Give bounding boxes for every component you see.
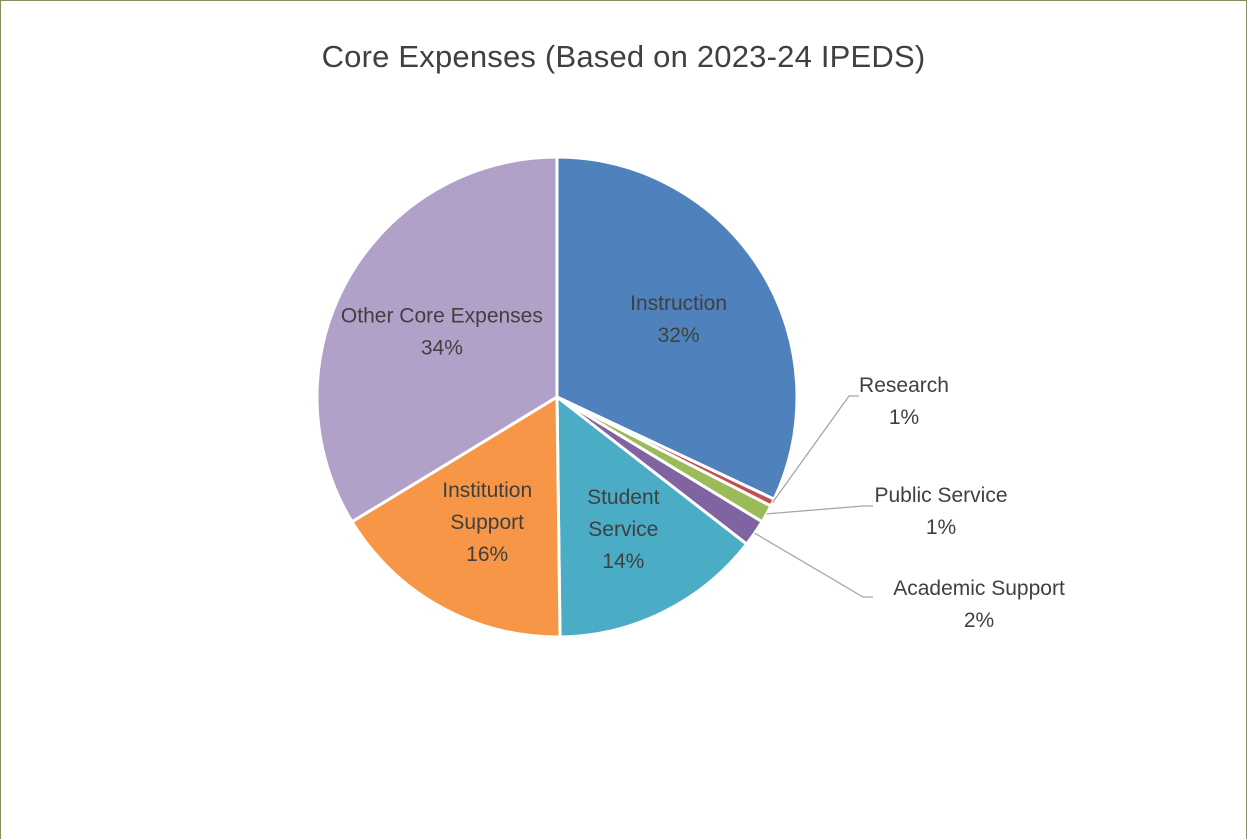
data-label-category: Student bbox=[587, 486, 660, 509]
data-label-institution-support: Institution Support 16% bbox=[442, 479, 532, 566]
data-label-category: Service bbox=[588, 518, 658, 541]
data-label-public-service: Public Service 1% bbox=[874, 484, 1007, 539]
data-label-percent: 1% bbox=[889, 406, 919, 429]
pie-slice-instruction bbox=[555, 155, 799, 501]
data-label-category: Research bbox=[859, 374, 949, 397]
data-label-percent: 14% bbox=[602, 550, 644, 573]
data-label-category: Academic Support bbox=[893, 577, 1065, 600]
leader-line-research bbox=[771, 395, 859, 503]
data-label-category: Instruction bbox=[630, 291, 727, 314]
pie-slice-institution-support bbox=[350, 395, 562, 639]
pie-slice-other-core-expenses bbox=[315, 155, 559, 524]
data-label-percent: 2% bbox=[964, 609, 994, 632]
data-label-other-core-expenses: Other Core Expenses 34% bbox=[341, 304, 543, 359]
data-label-category: Institution bbox=[442, 479, 532, 502]
pie-slice-student-service bbox=[555, 395, 749, 639]
data-label-percent: 1% bbox=[926, 516, 956, 539]
data-label-student-service: Student Service 14% bbox=[587, 486, 660, 573]
data-label-percent: 34% bbox=[421, 336, 463, 359]
data-label-instruction: Instruction 32% bbox=[630, 291, 727, 346]
leader-line-academic-support bbox=[754, 532, 873, 598]
data-label-category: Other Core Expenses bbox=[341, 304, 543, 327]
data-label-category: Support bbox=[450, 511, 524, 534]
data-label-percent: 32% bbox=[658, 323, 700, 346]
data-label-academic-support: Academic Support 2% bbox=[893, 577, 1065, 632]
leader-line-public-service bbox=[766, 505, 873, 515]
data-label-percent: 16% bbox=[466, 543, 508, 566]
chart-title: Core Expenses (Based on 2023-24 IPEDS) bbox=[321, 39, 926, 74]
data-label-category: Public Service bbox=[874, 484, 1007, 507]
data-label-research: Research 1% bbox=[859, 374, 949, 429]
